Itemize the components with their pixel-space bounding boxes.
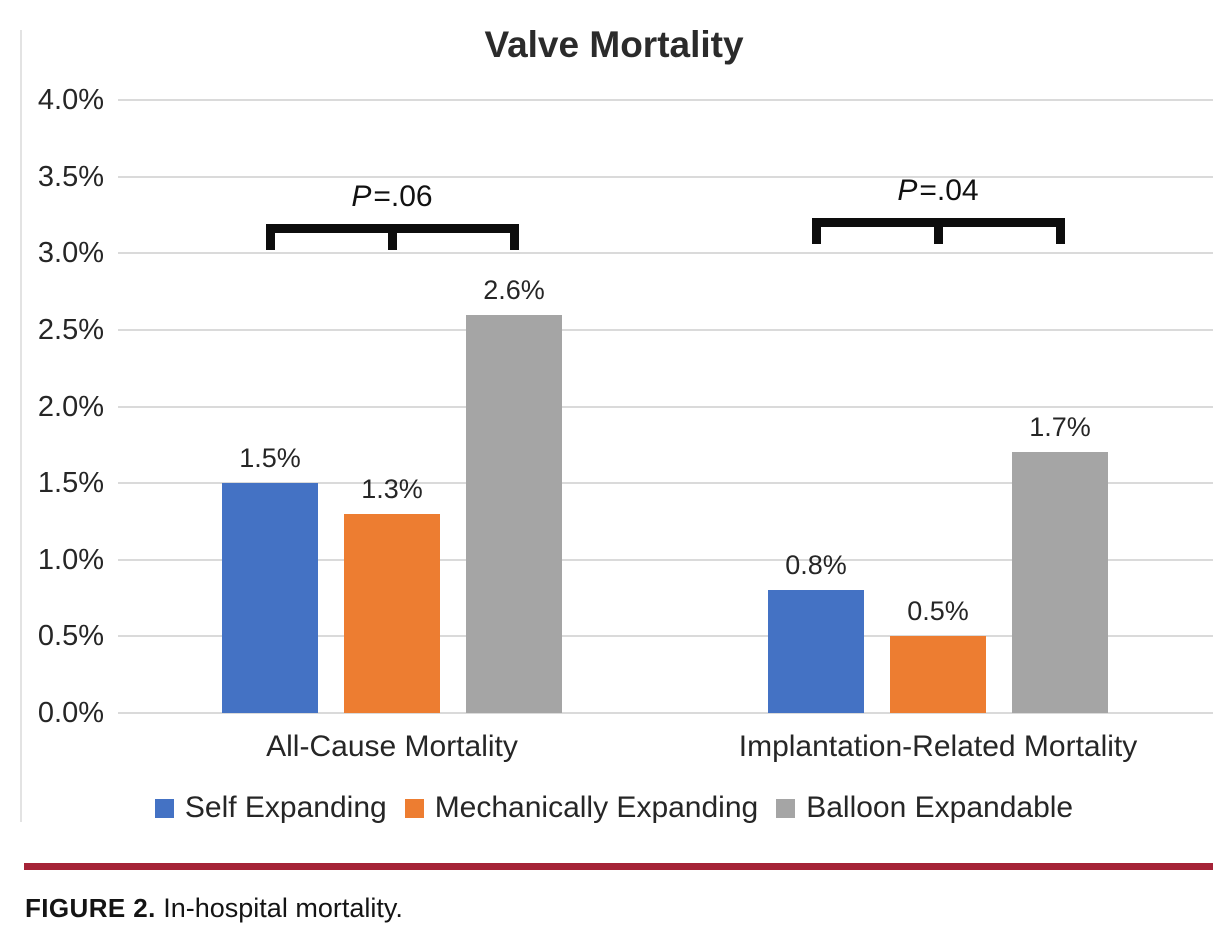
y-axis-tick-label: 0.0% — [37, 697, 104, 729]
bracket-tick — [509, 224, 519, 250]
bracket-tick — [265, 224, 275, 250]
chart-left-border — [20, 30, 22, 822]
bar-self-expanding — [222, 483, 318, 713]
figure-divider-rule — [24, 863, 1213, 870]
gridline — [118, 175, 1213, 178]
y-axis-tick-label: 3.0% — [37, 237, 104, 270]
legend-swatch — [776, 798, 796, 818]
gridline — [118, 635, 1213, 638]
bar-value-label: 1.5% — [239, 443, 301, 474]
significance-bracket — [811, 218, 1065, 244]
bar-value-label: 0.8% — [785, 550, 847, 581]
bracket-tick — [933, 218, 943, 244]
bar-value-label: 2.6% — [483, 274, 545, 305]
p-value: =.04 — [919, 174, 979, 207]
gridline — [118, 558, 1213, 561]
caption-label: FIGURE 2. — [25, 893, 156, 923]
legend-label: Mechanically Expanding — [434, 791, 759, 824]
p-value-label: P=.04 — [897, 174, 978, 208]
y-axis-tick-label: 2.5% — [37, 313, 104, 346]
bar-balloon-expandable — [1012, 452, 1108, 713]
caption-text: In-hospital mortality. — [163, 893, 403, 923]
bar-self-expanding — [768, 590, 864, 713]
p-symbol: P — [897, 174, 918, 207]
gridline — [118, 328, 1213, 331]
y-axis-tick-label: 4.0% — [37, 84, 104, 116]
gridline — [118, 99, 1213, 101]
category-label: Implantation-Related Mortality — [738, 730, 1138, 763]
gridline — [118, 252, 1213, 255]
legend-item: Mechanically Expanding — [404, 791, 759, 825]
plot-area: 1.5% 1.3% 2.6% All-Cause Mortality P=.06 0.8%… — [118, 99, 1213, 763]
y-axis-tick-label: 3.5% — [37, 160, 104, 193]
y-axis-tick-label: 1.5% — [37, 467, 104, 500]
bracket-tick — [811, 218, 821, 244]
significance-bracket — [265, 224, 519, 250]
bar-value-label: 1.7% — [1029, 412, 1091, 443]
legend-swatch — [404, 798, 424, 818]
y-axis-tick-label: 0.5% — [37, 620, 104, 653]
gridline — [118, 405, 1213, 408]
bracket-tick — [387, 224, 397, 250]
p-value: =.06 — [373, 180, 433, 213]
y-axis-tick-label: 2.0% — [37, 390, 104, 423]
bar-mechanically-expanding — [890, 636, 986, 713]
bar-balloon-expandable — [466, 314, 562, 713]
legend-swatch — [154, 798, 174, 818]
gridline — [118, 482, 1213, 485]
legend-item: Self Expanding — [154, 791, 387, 825]
p-value-label: P=.06 — [351, 180, 432, 214]
bar-mechanically-expanding — [344, 513, 440, 713]
bar-value-label: 1.3% — [361, 473, 423, 504]
chart-title: Valve Mortality — [484, 24, 744, 65]
gridline — [118, 712, 1213, 714]
legend-label: Self Expanding — [184, 791, 387, 824]
legend-label: Balloon Expandable — [806, 791, 1074, 824]
bracket-tick — [1055, 218, 1065, 244]
p-symbol: P — [351, 180, 372, 213]
figure-caption: FIGURE 2. In-hospital mortality. — [25, 893, 403, 924]
legend-item: Balloon Expandable — [776, 791, 1073, 825]
bar-value-label: 0.5% — [907, 596, 969, 627]
category-label: All-Cause Mortality — [266, 730, 518, 763]
y-axis-tick-label: 1.0% — [37, 543, 104, 576]
legend: Self Expanding Mechanically Expanding Ball… — [0, 791, 1228, 825]
